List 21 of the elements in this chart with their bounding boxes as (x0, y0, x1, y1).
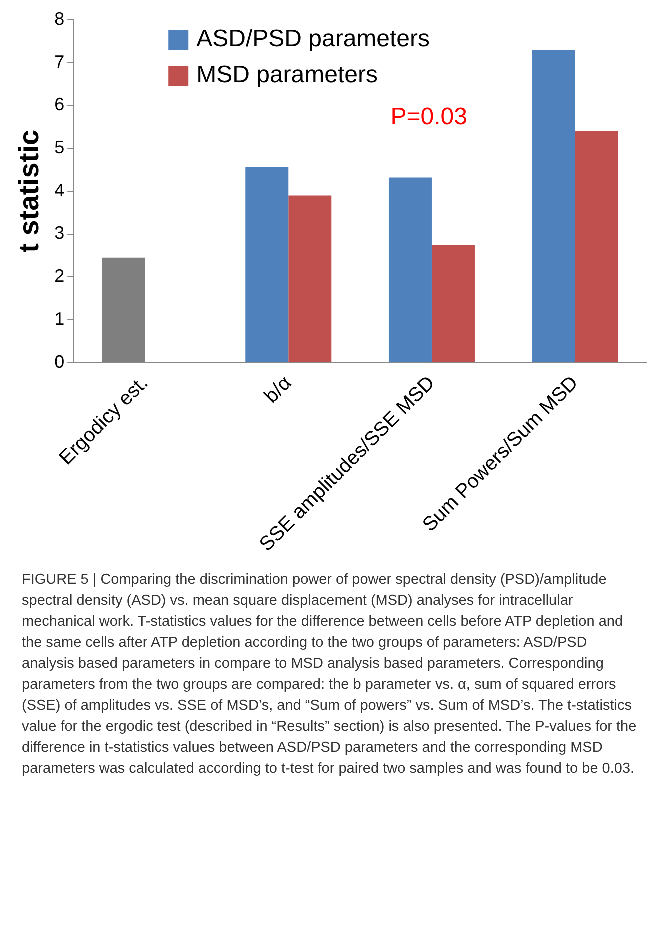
y-tick-label: 0 (54, 352, 65, 372)
text: FIGURE 5 | Comparing the discrimination power of power spectral density (PSD)/amplitude spectral density (ASD) vs. mean square displacement (MSD) analyses for intracellular mechanical work. T-statistics values for the difference between cells before ATP depletion and the same cells after ATP depletion according to the two groups of parameters: ASD/PSD analysis based parameters in compare to MSD analysis based parameters. Corresponding parameters from the two groups are compared: the b parameter vs. α, sum of squared errors (SSE) of amplitudes vs. SSE of MSD’s, and “Sum of powers” vs. Sum of MSD’s. The t-statistics value for the ergodic test (described in “Results” section) is also presented. The P-values for the difference in t-statistics values between ASD/PSD parameters and the corresponding MSD parameters was calculated according to t-test for paired two samples and was found to be 0.03. (22, 572, 637, 777)
bar (246, 166, 289, 362)
bar (432, 244, 475, 362)
bar (575, 131, 618, 362)
y-tick-label: 2 (54, 266, 65, 286)
bar (388, 178, 432, 362)
annotation: P=0.03 (390, 103, 468, 130)
y-tick-label: 5 (54, 138, 65, 158)
bar (532, 50, 576, 362)
y-tick-label: 7 (54, 52, 65, 72)
y-tick-label: 3 (54, 223, 65, 244)
legend-label: MSD parameters (196, 62, 378, 89)
y-tick-label: 1 (54, 308, 65, 329)
y-tick-label: 6 (54, 94, 65, 115)
legend-label: ASD/PSD parameters (196, 26, 430, 53)
y-axis-title: t statistic (14, 130, 45, 253)
y-tick-label: 4 (54, 180, 65, 200)
bar (288, 196, 332, 362)
y-tick-label: 8 (54, 8, 65, 29)
x-tick-label: b/α (260, 372, 296, 408)
